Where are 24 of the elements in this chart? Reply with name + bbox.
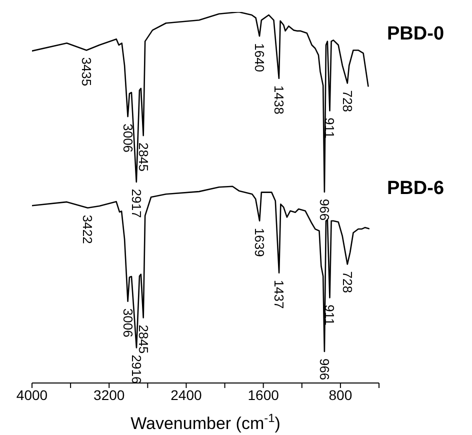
series-label: PBD-6 [387, 178, 444, 200]
annotation: 1640 [252, 43, 267, 72]
x-tick-label: 3200 [94, 386, 125, 403]
annotation: 3006 [120, 124, 136, 153]
series-label: PBD-0 [387, 23, 444, 44]
annotation: 3435 [78, 57, 94, 86]
annotation: 728 [340, 90, 355, 112]
annotation: 1639 [252, 228, 268, 257]
annotation: 728 [340, 271, 355, 293]
x-axis-title: Wavenumber (cm$^{-1}$) [130, 411, 280, 433]
x-tick-label: 2400 [170, 386, 202, 403]
annotation: 2845 [136, 324, 151, 354]
annotation: 3422 [80, 214, 96, 244]
annotation: 3006 [120, 308, 136, 338]
annotation: 2916 [128, 354, 144, 384]
annotation: 966 [316, 198, 332, 221]
x-tick-label: 800 [328, 386, 352, 403]
annotation: 2917 [128, 188, 144, 218]
annotation: 1438 [271, 85, 286, 114]
annotation: 2845 [136, 142, 151, 172]
x-tick-label: 4000 [16, 386, 48, 403]
annotation: 966 [316, 358, 332, 380]
x-tick-label: 1600 [248, 386, 280, 403]
annotation: 1437 [272, 280, 287, 309]
